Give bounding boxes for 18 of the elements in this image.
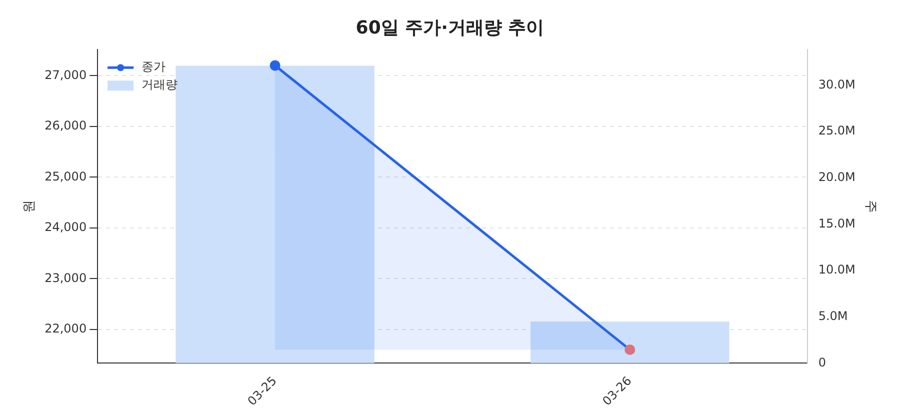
y2-tick-label: 0 — [818, 355, 826, 370]
y-tick-label: 25,000 — [44, 169, 87, 184]
y-tick-label: 27,000 — [44, 68, 87, 82]
y2-axis-title: 주 — [862, 200, 878, 213]
y-tick-label: 23,000 — [44, 270, 87, 285]
y2-tick-label: 30.0M — [818, 77, 856, 92]
y-tick-label: 22,000 — [44, 322, 87, 336]
y-axis-title: 원 — [22, 200, 38, 213]
y-tick-label: 24,000 — [44, 220, 87, 234]
legend-label: 종가 — [142, 60, 166, 74]
chart-title: 60일 주가·거래량 추이 — [356, 17, 544, 38]
y2-tick-label: 10.0M — [818, 262, 856, 277]
y2-tick-label: 5.0M — [818, 308, 848, 323]
legend-label: 거래량 — [142, 78, 178, 92]
y2-tick-label: 15.0M — [818, 216, 856, 230]
y-tick-label: 26,000 — [44, 118, 87, 133]
y2-tick-label: 20.0M — [818, 170, 856, 184]
y2-tick-label: 25.0M — [818, 124, 856, 138]
